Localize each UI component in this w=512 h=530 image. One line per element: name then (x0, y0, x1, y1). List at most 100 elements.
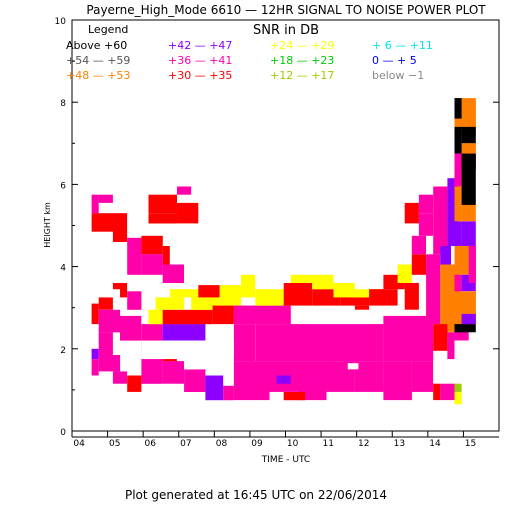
x-tick-label: 12 (358, 439, 369, 449)
snr-cell-26 (162, 361, 184, 384)
snr-cell-61 (433, 186, 448, 255)
x-tick-label: 11 (322, 439, 333, 449)
snr-cell-97 (454, 204, 462, 222)
chart-title: Payerne_High_Mode 6610 — 12HR SIGNAL TO … (86, 3, 486, 17)
y-tick-label: 6 (60, 181, 66, 191)
legend: Above +60 +54 — +59 +48 — +53 +42 — +47 +36 … (66, 39, 433, 82)
y-axis-label: HEIGHT km (43, 202, 52, 248)
snr-cell-8 (162, 264, 184, 283)
x-tick-label: 13 (394, 439, 405, 449)
snr-cell-79 (354, 361, 384, 392)
snr-cell-12 (177, 186, 192, 195)
snr-cell-99 (454, 221, 462, 247)
snr-cell-69 (447, 332, 455, 360)
snr-cell-18 (120, 315, 142, 341)
legend-entry-11: below −1 (372, 69, 424, 82)
snr-cell-54 (404, 283, 419, 310)
snr-cell-83 (440, 383, 455, 401)
legend-title: Legend (88, 23, 128, 36)
blank-gap-4 (105, 289, 121, 298)
snr-cell-22 (98, 355, 121, 372)
snr-cell-42 (233, 305, 291, 325)
legend-entry-4: +36 — +41 (168, 54, 232, 67)
x-tick-label: 04 (73, 439, 85, 449)
legend-entry-3: +42 — +47 (168, 39, 232, 52)
snr-cell-29 (223, 385, 234, 401)
snr-cell-16 (91, 303, 99, 325)
snr-cell-82 (433, 383, 441, 401)
snr-cell-19 (98, 332, 113, 355)
snr-cell-2 (91, 213, 113, 232)
snr-cell-67 (454, 246, 462, 325)
x-tick-label: 10 (287, 439, 299, 449)
snr-cell-104 (454, 324, 462, 333)
snr-cell-23 (112, 371, 128, 384)
snr-cell-72 (383, 315, 434, 362)
snr-cell-15 (98, 297, 113, 310)
legend-entry-8: +12 — +17 (270, 69, 334, 82)
x-tick-label: 07 (180, 439, 191, 449)
snr-cell-89 (461, 126, 476, 144)
x-tick-label: 06 (145, 439, 157, 449)
snr-cell-10 (177, 202, 199, 224)
snr-cell-50 (347, 289, 384, 298)
snr-cell-32 (162, 324, 206, 341)
blank-gap-0 (141, 340, 185, 360)
snr-cell-36 (169, 289, 192, 298)
snr-cell-39 (219, 285, 242, 306)
snr-cell-80 (383, 361, 412, 401)
snr-cell-91 (454, 126, 462, 154)
snr-cell-68 (433, 324, 448, 351)
snr-cell-108 (468, 264, 476, 283)
snr-cell-43 (255, 289, 284, 306)
x-tick-label: 09 (251, 439, 263, 449)
y-tick-label: 10 (55, 17, 67, 27)
y-tick-label: 4 (60, 264, 66, 274)
snr-cell-70 (233, 324, 256, 362)
snr-cell-47 (312, 274, 334, 290)
chart-subtitle: SNR in DB (253, 23, 319, 38)
snr-cell-93 (454, 170, 462, 187)
snr-cell-17 (98, 309, 121, 333)
snr-cell-107 (468, 246, 476, 265)
x-axis-label: TIME - UTC (261, 455, 310, 465)
snr-cell-7 (141, 254, 163, 275)
snr-cell-14 (127, 291, 142, 310)
legend-entry-2: +48 — +53 (66, 69, 130, 82)
snr-cell-3 (112, 213, 128, 242)
snr-cell-94 (461, 153, 476, 187)
blank-gap-1 (205, 340, 234, 358)
snr-cell-66 (440, 264, 455, 333)
snr-cell-84 (454, 392, 462, 405)
snr-cell-35 (155, 297, 185, 310)
snr-cell-6 (162, 246, 170, 265)
snr-cell-56 (411, 254, 426, 275)
snr-cell-77 (283, 392, 306, 401)
snr-cell-62 (418, 194, 434, 214)
snr-cell-90 (454, 143, 476, 154)
x-tick-label: 08 (216, 439, 228, 449)
legend-entry-10: 0 — + 5 (372, 54, 417, 67)
legend-entry-0: Above +60 (66, 39, 127, 52)
legend-entry-1: +54 — +59 (66, 54, 130, 67)
legend-entry-5: +30 — +35 (168, 69, 232, 82)
snr-cell-57 (426, 254, 441, 284)
snr-cell-41 (212, 305, 234, 325)
snr-cell-55 (397, 264, 412, 283)
snr-cell-33 (148, 309, 163, 325)
snr-cell-73 (233, 361, 270, 401)
snr-cell-28 (205, 375, 224, 401)
snr-heatmap-chart: 04 05 06 07 08 09 10 11 12 13 14 15 0 2 4 6 8 10 Payerne_… (43, 3, 500, 465)
snr-cell-59 (418, 213, 434, 236)
snr-cell-52 (369, 289, 398, 306)
blank-gap-2 (347, 363, 359, 370)
snr-cell-64 (447, 178, 459, 246)
snr-cell-5 (141, 235, 163, 255)
snr-cell-34 (162, 309, 213, 325)
snr-cell-81 (411, 361, 434, 392)
snr-cell-1 (98, 194, 113, 203)
x-tick-label: 14 (429, 439, 441, 449)
snr-cell-96 (461, 186, 476, 205)
snr-cell-44 (283, 283, 313, 306)
legend-entry-6: +24 — +29 (270, 39, 334, 52)
